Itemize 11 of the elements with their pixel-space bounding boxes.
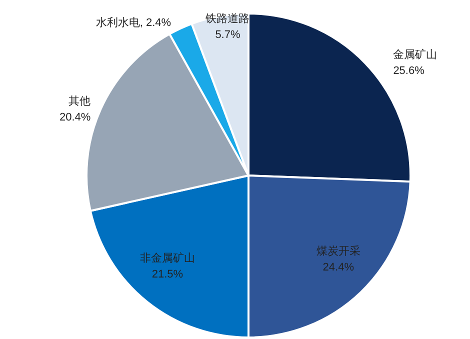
data-label: 24.4% [322,262,354,274]
slice-label: 金属矿山 [393,48,438,62]
slice-label: 其他 [68,94,91,108]
data-label: 21.5% [152,268,184,281]
slice-label: 铁路道路 [204,13,250,26]
data-label: 20.4% [59,111,91,124]
data-label: 5.7% [215,29,240,42]
slice-label: 非金属矿山 [140,252,195,265]
data-label: 25.6% [393,65,425,78]
slice-label: 水利水电, 2.4% [96,16,172,29]
slice-label: 煤炭开采 [316,244,360,258]
